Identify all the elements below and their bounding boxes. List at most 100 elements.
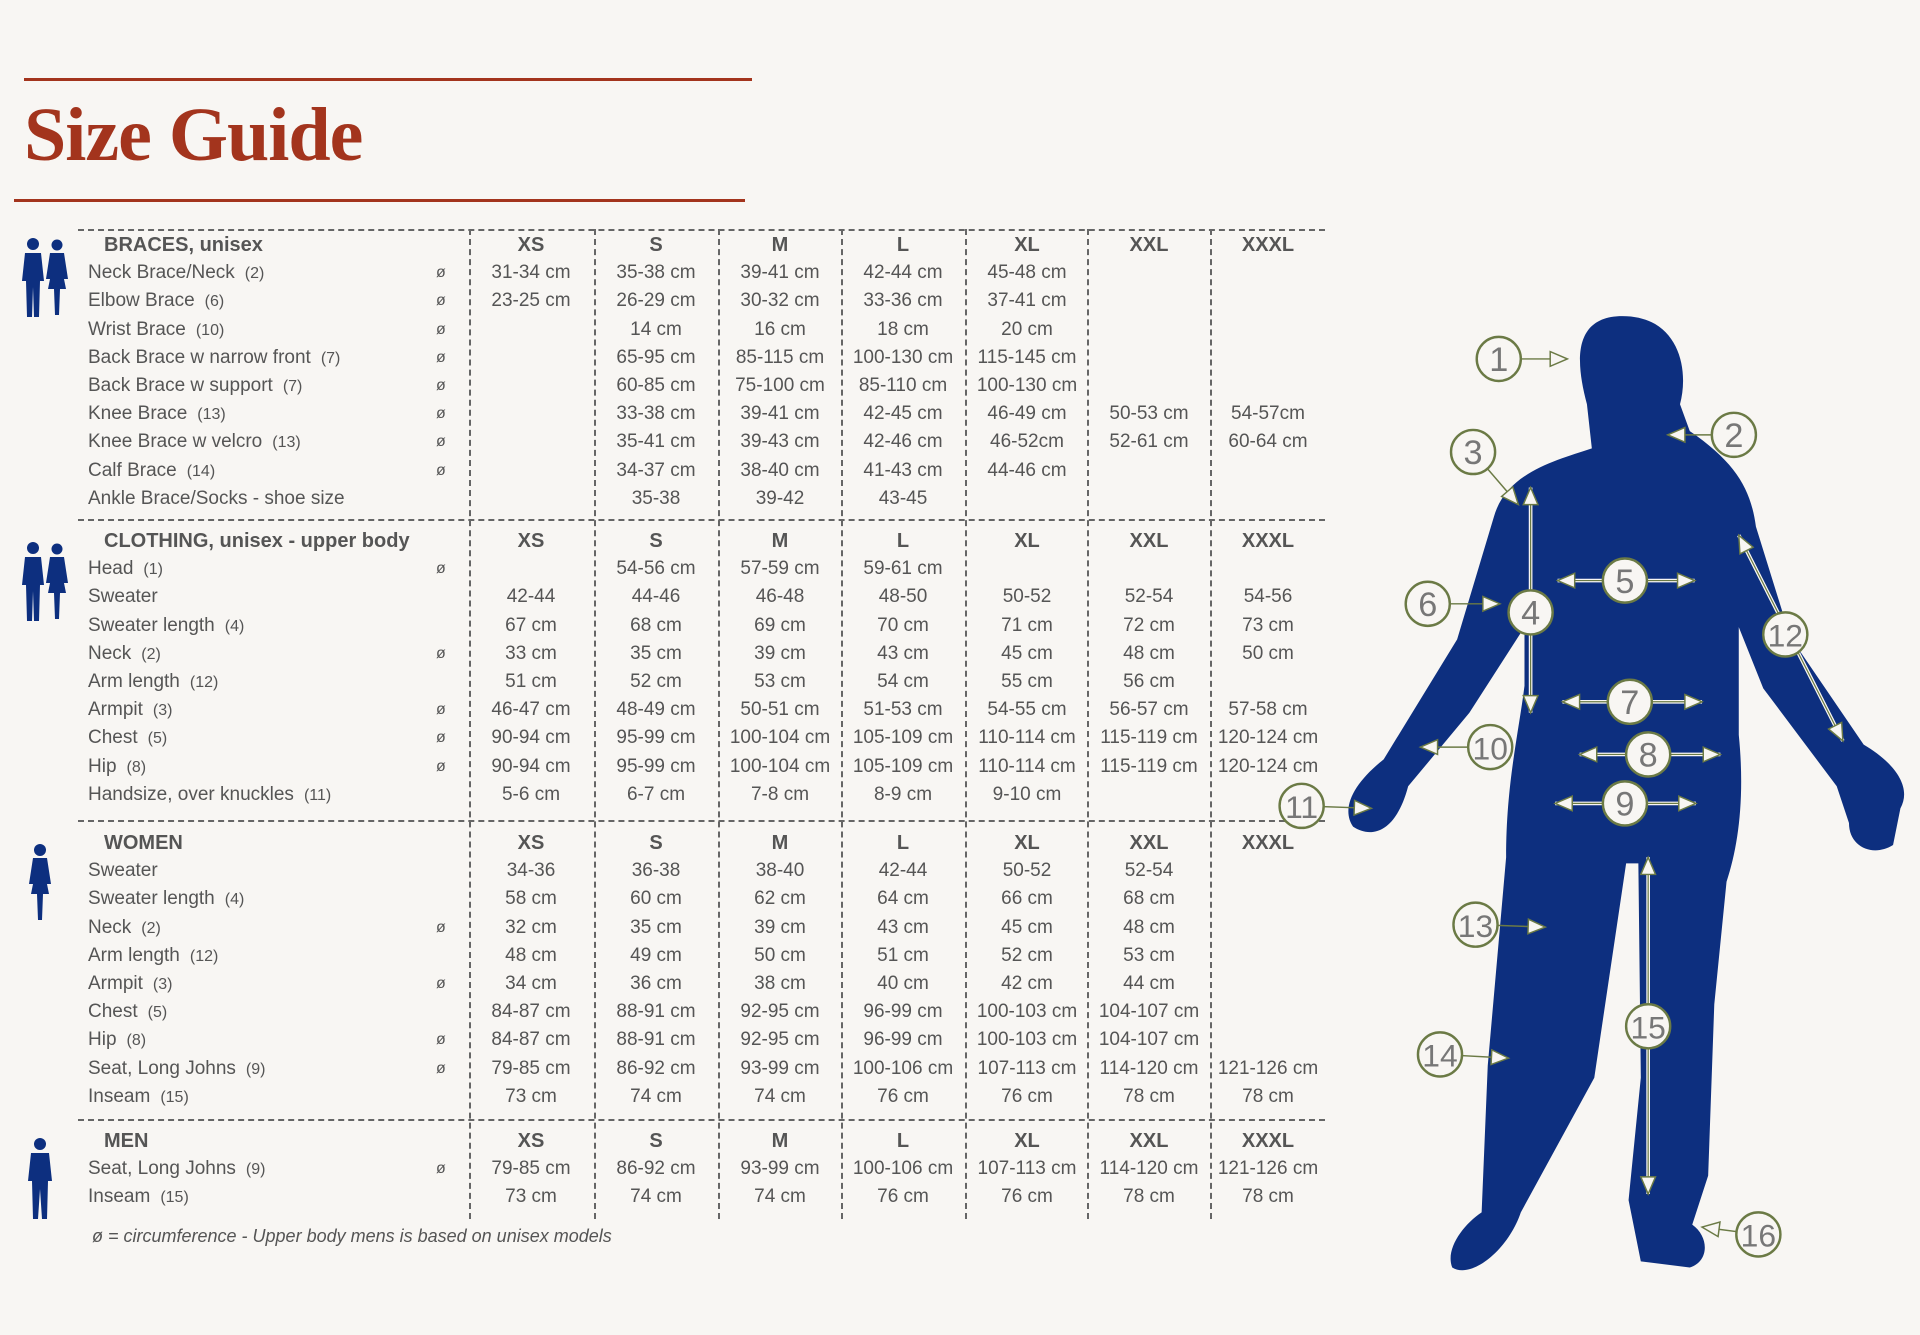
measurement-label: Hip (8) [88, 1029, 147, 1051]
table-row: Neck (2) ø 32 cm 35 cm 39 cm 43 cm 45 cm 48 cm [0, 914, 1330, 942]
size-value-s: 48-49 cm [616, 699, 696, 721]
size-value-xs: 79-85 cm [491, 1057, 571, 1079]
table-row: Back Brace w narrow front (7) ø 65-95 cm 85-… [0, 344, 1330, 372]
diagram-reference: (2) [141, 645, 161, 663]
size-value-xxl: 48 cm [1123, 916, 1175, 938]
callout-circle [1710, 411, 1758, 459]
size-value-m: 46-48 [755, 586, 805, 608]
diagram-reference: (5) [147, 730, 168, 748]
table-row: Knee Brace w velcro (13) ø 35-41 cm 39-43 cm… [0, 428, 1330, 456]
size-value-s: 36 cm [630, 972, 682, 994]
size-value-l: 48-50 [878, 586, 928, 608]
size-value-xs: 79-85 cm [491, 1158, 571, 1180]
diagram-reference: (3) [152, 702, 173, 720]
measurement-label: Sweater [88, 586, 158, 608]
circumference-marker: ø [436, 1059, 446, 1077]
table-row: Arm length (12) 51 cm 52 cm 53 cm 54 cm 55 cm 5… [0, 668, 1330, 696]
size-value-xxl: 78 cm [1123, 1085, 1175, 1107]
diagram-reference: (4) [224, 617, 245, 635]
measurement-label: Ankle Brace/Socks - shoe size [88, 487, 345, 509]
measurement-label: Armpit (3) [88, 699, 173, 721]
callout-circle [1624, 1003, 1672, 1050]
size-header-xl: XL [1014, 1130, 1040, 1152]
callout-circle [1449, 428, 1497, 476]
measurement-label: Chest (5) [88, 727, 168, 749]
title-rule-top [24, 78, 752, 81]
size-value-l: 18 cm [877, 318, 929, 340]
circumference-marker: ø [436, 1160, 446, 1178]
callout-number: 10 [1473, 730, 1508, 766]
size-header-xxxl: XXXL [1241, 832, 1295, 854]
size-value-xl: 110-114 cm [978, 755, 1076, 777]
size-value-xs: 34 cm [505, 972, 557, 994]
size-value-s: 88-91 cm [616, 1001, 696, 1023]
size-header-xxl: XXL [1129, 1130, 1169, 1152]
size-value-s: 86-92 cm [616, 1158, 696, 1180]
circumference-marker: ø [436, 433, 446, 451]
size-header-xl: XL [1014, 234, 1040, 256]
diagram-reference: (15) [160, 1189, 189, 1207]
arrowhead [1678, 794, 1698, 812]
size-value-l: 96-99 cm [863, 1001, 943, 1023]
size-value-xs: 33 cm [505, 642, 557, 664]
size-value-xxxl: 121-126 cm [1217, 1158, 1319, 1180]
size-value-s: 35 cm [630, 642, 682, 664]
callout-15: 15 [1624, 855, 1672, 1196]
size-value-xl: 110-114 cm [978, 727, 1076, 749]
table-row: Chest (5) 84-87 cm 88-91 cm 92-95 cm 96-99 cm… [0, 998, 1330, 1026]
callout-number: 5 [1615, 563, 1634, 601]
size-value-xs: 84-87 cm [491, 1001, 571, 1023]
table-row: Sweater 42-44 44-46 46-48 48-50 50-52 52-54 54-… [0, 583, 1330, 611]
measurement-label: Inseam (15) [88, 1085, 189, 1107]
size-value-m: 85-115 cm [735, 346, 825, 368]
size-value-s: 35-38 [631, 487, 681, 509]
table-row: Sweater 34-36 36-38 38-40 42-44 50-52 52-54 [0, 857, 1330, 885]
size-value-m: 57-59 cm [740, 558, 820, 580]
table-row: Hip (8) ø 90-94 cm 95-99 cm 100-104 cm 105-109… [0, 753, 1330, 781]
size-value-xl: 46-49 cm [987, 403, 1067, 425]
size-value-xxxl: 54-56 [1243, 586, 1293, 608]
size-header-xs: XS [517, 530, 545, 552]
size-value-s: 68 cm [630, 614, 682, 636]
size-value-xs: 84-87 cm [491, 1029, 571, 1051]
size-value-xxl: 48 cm [1123, 642, 1175, 664]
size-header-xxl: XXL [1129, 234, 1169, 256]
diagram-reference: (11) [303, 786, 332, 804]
callout-number: 13 [1458, 908, 1493, 944]
size-header-m: M [771, 234, 789, 256]
size-value-xl: 52 cm [1001, 944, 1053, 966]
size-header-xxxl: XXXL [1241, 234, 1295, 256]
section-divider [78, 1119, 1325, 1121]
circumference-marker: ø [436, 405, 446, 423]
table-row: Seat, Long Johns (9) ø 79-85 cm 86-92 cm 93-9… [0, 1155, 1330, 1183]
size-header-s: S [649, 1130, 663, 1152]
size-value-s: 95-99 cm [616, 727, 696, 749]
measurement-label: Armpit (3) [88, 972, 173, 994]
size-header-l: L [896, 832, 910, 854]
size-value-xxl: 44 cm [1123, 972, 1175, 994]
table-row: Armpit (3) ø 46-47 cm 48-49 cm 50-51 cm 51-53 … [0, 696, 1330, 724]
section-title: CLOTHING, unisex - upper body [104, 530, 410, 552]
diagram-reference: (2) [141, 919, 161, 937]
table-row: Neck (2) ø 33 cm 35 cm 39 cm 43 cm 45 cm 48 cm 50… [0, 640, 1330, 668]
diagram-reference: (5) [147, 1004, 168, 1022]
circumference-marker: ø [436, 348, 446, 366]
table-row: Hip (8) ø 84-87 cm 88-91 cm 92-95 cm 96-99 cm 1… [0, 1026, 1330, 1054]
size-value-m: 16 cm [754, 318, 806, 340]
size-value-l: 40 cm [877, 972, 929, 994]
size-value-l: 43-45 [878, 487, 928, 509]
unisex-couple-icon [20, 237, 70, 324]
size-value-m: 39 cm [754, 642, 806, 664]
man-icon [20, 1137, 60, 1226]
arrowhead [1555, 572, 1576, 590]
circumference-marker: ø [436, 292, 446, 310]
size-value-s: 35-38 cm [616, 262, 696, 284]
callout-4: 4 [1507, 485, 1554, 715]
section-header: MEN XS S M L XL XXL XXXL [0, 1127, 1330, 1155]
diagram-reference: (7) [282, 377, 303, 395]
callout-1: 1 [1475, 335, 1570, 383]
size-header-xxxl: XXXL [1241, 1130, 1295, 1152]
size-header-l: L [896, 1130, 910, 1152]
measurement-label: Sweater length (4) [88, 614, 245, 636]
callout-2: 2 [1665, 411, 1758, 459]
